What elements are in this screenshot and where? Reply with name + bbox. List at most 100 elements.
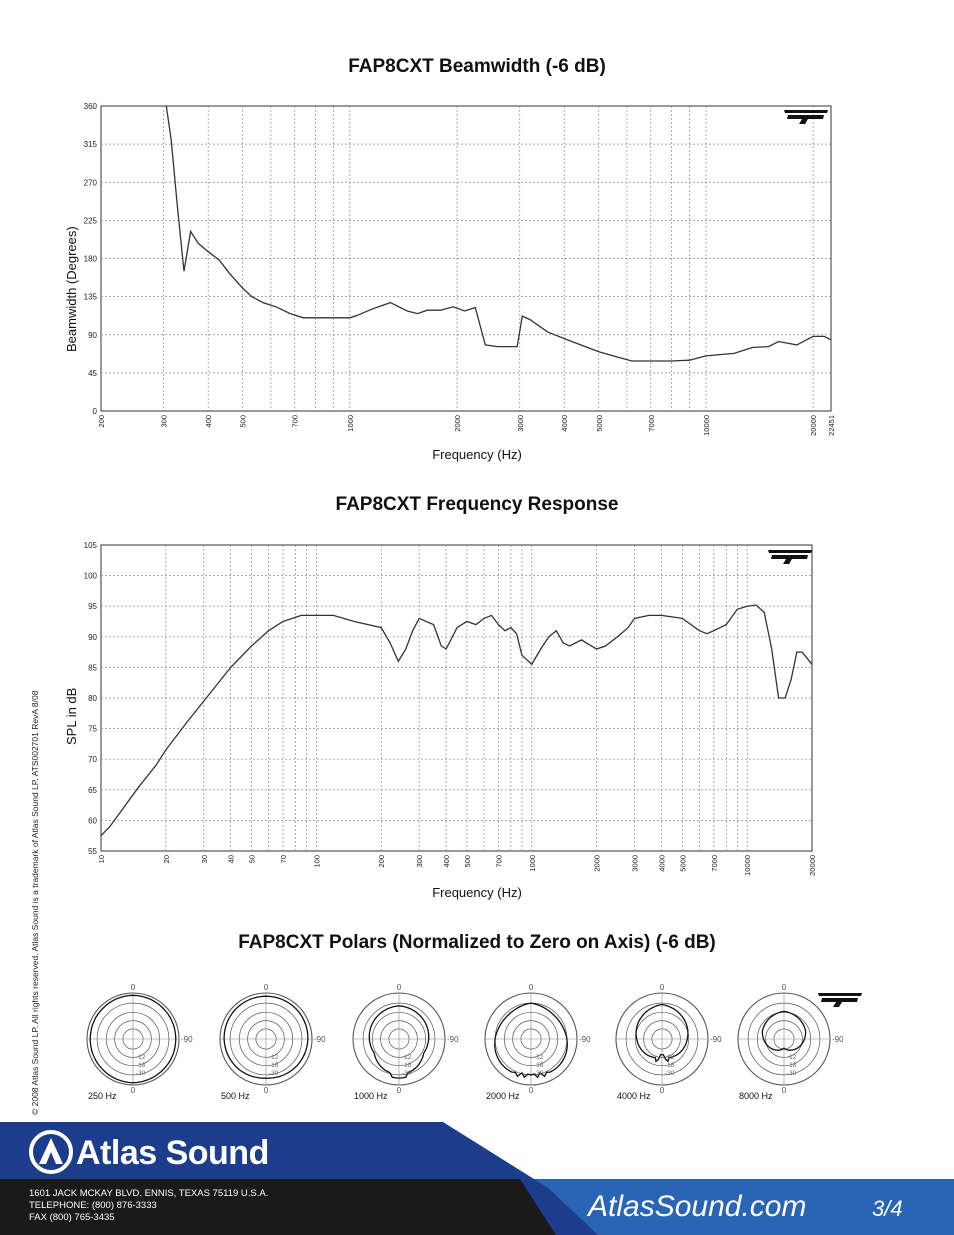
polar-trace	[635, 1003, 689, 1063]
bw-xtick-label: 5000	[595, 415, 604, 432]
polar-ring-label: -12	[402, 1054, 412, 1061]
bw-ytick-label: 45	[88, 369, 97, 378]
polar-ring-label: -18	[402, 1062, 412, 1069]
polar-trace	[89, 994, 177, 1084]
fr-xtick-label: 70	[279, 855, 288, 863]
polar-trace	[494, 1002, 568, 1079]
fr-xtick-label: 30	[200, 855, 209, 863]
response-chart: 55 60 65 70 75 80 85 90 95 100 105 10 20 30 40 50 70 100 2…	[84, 541, 817, 876]
polar-angle-label: 0	[660, 1086, 665, 1095]
bw-xtick-label: 10000	[702, 415, 711, 436]
fr-xtick-label: 20	[162, 855, 171, 863]
page-number: 3/4	[872, 1196, 903, 1221]
fr-ytick-label: 75	[88, 725, 97, 734]
fr-ytick-label: 60	[88, 816, 97, 825]
polar-plot: 0 -90 0 -12-18-30 8000 Hz	[737, 983, 844, 1101]
polar-angle-label: 0	[264, 1086, 269, 1095]
polar-ring-label: -30	[787, 1070, 797, 1077]
bw-ytick-label: 135	[84, 293, 98, 302]
polar-angle-label: 0	[131, 1086, 136, 1095]
bw-xtick-label: 1000	[346, 415, 355, 432]
polar-ring-label: -18	[787, 1062, 797, 1069]
fr-ytick-label: 95	[88, 602, 97, 611]
polar-angle-label: -90	[579, 1035, 591, 1044]
footer-phone: TELEPHONE: (800) 876-3333	[29, 1200, 157, 1211]
fr-xtick-label: 700	[494, 855, 503, 868]
polar-ring-label: -18	[665, 1062, 675, 1069]
fr-series-line	[100, 604, 813, 837]
bw-xtick-label: 7000	[647, 415, 656, 432]
polar-ring-label: -12	[787, 1054, 797, 1061]
polar-ring-label: -30	[269, 1070, 279, 1077]
polar-plot: 0 -90 0 -12-18-30 1000 Hz	[352, 983, 459, 1101]
tef-logo-icon	[768, 550, 812, 564]
polar-ring-label: -30	[534, 1070, 544, 1077]
bw-xtick-label: 400	[204, 415, 213, 428]
beamwidth-chart: 0 45 90 135 180 225 270 315 360 200 300 400 500 700 10…	[84, 102, 836, 436]
polar-angle-label: 0	[264, 983, 269, 992]
tef-logo-icon	[818, 993, 862, 1007]
polar-ring-label: -30	[402, 1070, 412, 1077]
fr-xtick-label: 10	[97, 855, 106, 863]
fr-xtick-label: 7000	[710, 855, 719, 872]
fr-xtick-label: 50	[248, 855, 257, 863]
polar-ring-label: -18	[534, 1062, 544, 1069]
bw-ytick-label: 270	[84, 178, 98, 187]
response-xlabel: Frequency (Hz)	[432, 885, 522, 900]
polar-angle-label: -90	[710, 1035, 722, 1044]
polar-plot: 0 -90 0 -12-18-30 500 Hz	[219, 983, 326, 1101]
fr-xtick-label: 4000	[657, 855, 666, 872]
polar-angle-label: 0	[397, 983, 402, 992]
polar-ring-label: -30	[136, 1070, 146, 1077]
fr-ytick-label: 105	[84, 541, 98, 550]
polar-trace	[223, 995, 309, 1079]
fr-xtick-label: 40	[227, 855, 236, 863]
polar-ring-label: -12	[269, 1054, 279, 1061]
fr-ytick-label: 90	[88, 633, 97, 642]
fr-ytick-label: 85	[88, 663, 97, 672]
polar-angle-label: -90	[181, 1035, 193, 1044]
fr-xtick-label: 200	[377, 855, 386, 868]
polar-frequency-label: 2000 Hz	[486, 1091, 520, 1101]
polar-plot: 0 -90 0 -12-18-30 4000 Hz	[615, 983, 722, 1101]
bw-xtick-label: 22451	[827, 415, 836, 436]
bw-xtick-label: 500	[239, 415, 248, 428]
fr-xtick-label: 400	[442, 855, 451, 868]
beamwidth-title: FAP8CXT Beamwidth (-6 dB)	[348, 56, 606, 77]
polar-ring-label: -30	[665, 1070, 675, 1077]
fr-xtick-label: 300	[415, 855, 424, 868]
fr-ytick-label: 70	[88, 755, 97, 764]
bw-ytick-label: 0	[93, 407, 98, 416]
polar-angle-label: 0	[131, 983, 136, 992]
tef-logos	[768, 110, 862, 1007]
bw-xtick-label: 4000	[560, 415, 569, 432]
polar-plot: 0 -90 0 -12-18-30 250 Hz	[86, 983, 193, 1101]
copyright-note: © 2008 Atlas Sound LP. All rights reserv…	[30, 690, 40, 1115]
polars-title: FAP8CXT Polars (Normalized to Zero on Ax…	[238, 932, 716, 953]
bw-xtick-label: 700	[291, 415, 300, 428]
bw-xtick-label: 2000	[453, 415, 462, 432]
polar-trace	[368, 1005, 430, 1079]
fr-xtick-label: 100	[312, 855, 321, 868]
polar-ring-label: -18	[136, 1062, 146, 1069]
polar-angle-label: -90	[314, 1035, 326, 1044]
polar-ring-label: -12	[534, 1054, 544, 1061]
polar-frequency-label: 500 Hz	[221, 1091, 250, 1101]
fr-xtick-label: 500	[463, 855, 472, 868]
polar-angle-label: 0	[660, 983, 665, 992]
website-link[interactable]: AtlasSound.com	[588, 1190, 807, 1223]
polar-ring-label: -18	[269, 1062, 279, 1069]
response-title: FAP8CXT Frequency Response	[335, 494, 619, 515]
fr-xtick-label: 1000	[528, 855, 537, 872]
polar-frequency-label: 4000 Hz	[617, 1091, 651, 1101]
fr-ytick-label: 65	[88, 786, 97, 795]
polar-frequency-label: 250 Hz	[88, 1091, 117, 1101]
beamwidth-xlabel: Frequency (Hz)	[432, 447, 522, 462]
fr-ytick-label: 80	[88, 694, 97, 703]
polar-angle-label: 0	[529, 983, 534, 992]
fr-xtick-label: 5000	[678, 855, 687, 872]
bw-xtick-label: 3000	[516, 415, 525, 432]
polar-angle-label: 0	[782, 983, 787, 992]
footer-address: 1601 JACK MCKAY BLVD. ENNIS, TEXAS 75119…	[29, 1188, 269, 1199]
tef-logo-icon	[784, 110, 828, 124]
